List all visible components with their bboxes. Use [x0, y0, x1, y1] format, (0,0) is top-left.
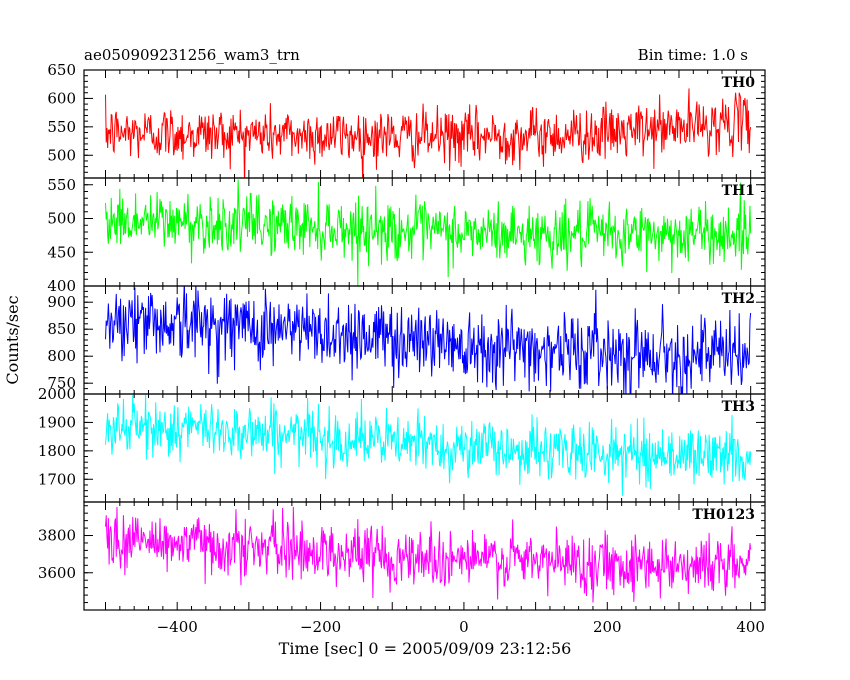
series-line-th2: [105, 286, 752, 394]
panel-label-th0: TH0: [722, 75, 756, 91]
y-tick-label: 450: [47, 243, 76, 261]
y-tick-label: 750: [47, 374, 76, 392]
x-tick-label: 200: [593, 618, 622, 636]
x-tick-label: −400: [157, 618, 198, 636]
y-tick-label: 500: [47, 146, 76, 164]
y-tick-label: 900: [47, 293, 76, 311]
bin-time-label: Bin time: 1.0 s: [638, 46, 748, 64]
y-tick-label: 1800: [38, 442, 76, 460]
chart-title: ae050909231256_wam3_trn: [84, 46, 300, 64]
y-tick-label: 1700: [38, 470, 76, 488]
x-tick-label: 0: [459, 618, 469, 636]
panel-th0: 500 550 600 650 TH0: [47, 61, 766, 179]
x-tick-label: −200: [300, 618, 341, 636]
series-line-th3: [105, 394, 752, 496]
y-tick-label: 550: [47, 176, 76, 194]
panel-label-th3: TH3: [722, 399, 755, 415]
panel-label-th2: TH2: [722, 291, 755, 307]
y-tick-label: 800: [47, 347, 76, 365]
y-tick-label: 2000: [38, 385, 76, 403]
panel-th3: 1700 1800 1900 2000 TH3: [38, 385, 766, 503]
y-tick-label: 1900: [38, 413, 76, 431]
panel-label-th0123: TH0123: [692, 507, 755, 523]
y-tick-label: 850: [47, 320, 76, 338]
y-tick-label: 650: [47, 61, 76, 79]
x-axis-title: Time [sec] 0 = 2005/09/09 23:12:56: [279, 639, 572, 658]
series-line-th1: [105, 179, 752, 286]
panel-label-th1: TH1: [722, 183, 755, 199]
y-tick-label: 3600: [38, 564, 76, 582]
panels-layer: 500 550 600 650 TH0 400 450 500 550 TH1 750 800 850 9…: [38, 61, 766, 611]
x-tick-label: 400: [736, 618, 765, 636]
x-axis: −400 −200 0 200 400: [157, 618, 765, 636]
y-axis-title: Counts/sec: [3, 295, 22, 384]
y-tick-label: 3800: [38, 527, 76, 545]
panel-th0123: 3600 3800 TH0123: [38, 501, 766, 611]
y-tick-label: 500: [47, 210, 76, 228]
series-line-th0123: [105, 506, 752, 603]
y-tick-label: 600: [47, 89, 76, 107]
y-tick-label: 550: [47, 118, 76, 136]
panel-frame: [83, 501, 766, 611]
panel-th1: 400 450 500 550 TH1: [47, 176, 766, 295]
series-line-th0: [105, 88, 752, 178]
panel-th2: 750 800 850 900 TH2: [47, 285, 766, 395]
y-tick-label: 400: [47, 277, 76, 295]
